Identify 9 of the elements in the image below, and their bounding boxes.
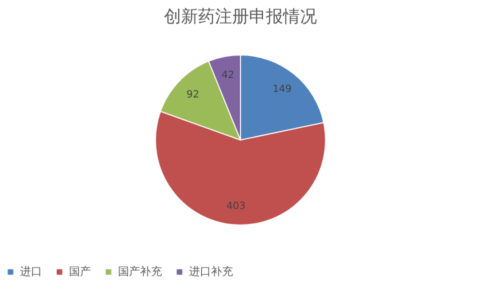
data-label: 403 [226,200,246,212]
data-label: 92 [186,89,200,100]
legend-label: 国产补充 [118,264,162,278]
legend-label: 国产 [69,264,91,278]
data-label: 149 [272,84,292,95]
chart-title: 创新药注册申报情况 [164,7,317,27]
legend-label: 进口 [20,264,42,278]
data-label: 42 [222,70,234,82]
legend-label: 进口补充 [189,264,233,278]
